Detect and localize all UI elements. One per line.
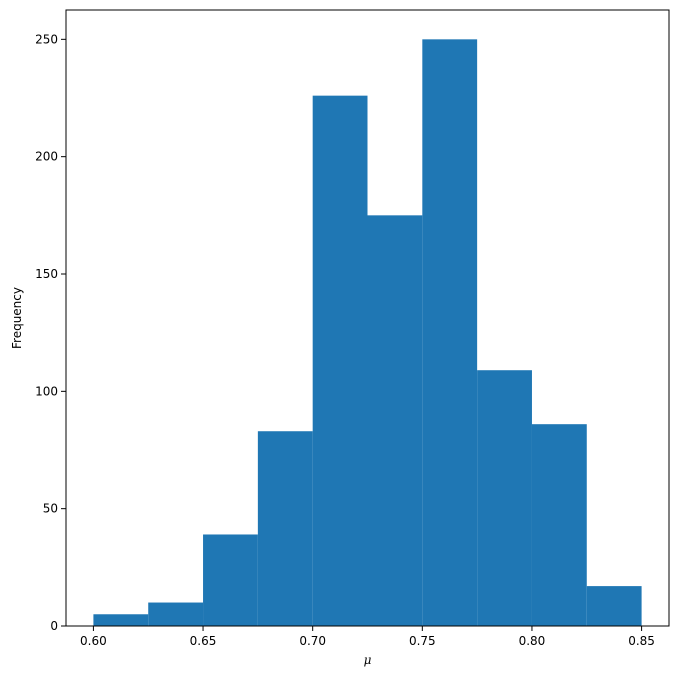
- y-tick-label: 100: [35, 384, 58, 398]
- x-axis-label: μ: [364, 653, 372, 667]
- y-tick-label: 150: [35, 267, 58, 281]
- y-tick-label: 50: [43, 502, 58, 516]
- histogram-bar: [477, 370, 532, 626]
- histogram-bar: [312, 95, 368, 627]
- histogram-bar: [367, 215, 423, 627]
- histogram-bar: [93, 614, 149, 626]
- histogram-bar: [586, 586, 642, 626]
- x-tick-label: 0.80: [519, 634, 546, 648]
- y-tick-label: 0: [50, 619, 58, 633]
- x-axis-ticks: 0.60 0.65 0.70 0.75 0.80 0.85: [80, 626, 655, 648]
- y-axis-ticks: 0 50 100 150 200 250: [35, 32, 66, 633]
- y-tick-label: 250: [35, 32, 58, 46]
- y-axis-label: Frequency: [10, 287, 24, 349]
- bars-group: [93, 39, 642, 627]
- histogram-bar: [422, 39, 478, 627]
- x-tick-label: 0.60: [80, 634, 107, 648]
- x-tick-label: 0.85: [628, 634, 655, 648]
- x-tick-label: 0.65: [190, 634, 217, 648]
- y-tick-label: 200: [35, 150, 58, 164]
- x-tick-label: 0.75: [409, 634, 436, 648]
- histogram-bar: [148, 602, 204, 626]
- histogram-bar: [531, 424, 587, 626]
- x-tick-label: 0.70: [299, 634, 326, 648]
- histogram-bar: [203, 534, 258, 626]
- histogram-bar: [257, 431, 313, 626]
- plot-frame: [65, 9, 670, 627]
